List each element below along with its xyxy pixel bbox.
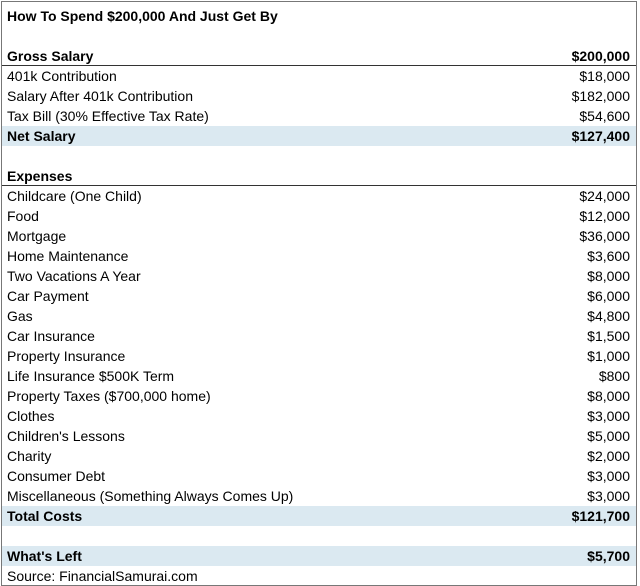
- amount: $18,000: [579, 68, 630, 84]
- section-header: Expenses: [2, 166, 636, 186]
- line-item: Two Vacations A Year $8,000: [2, 266, 636, 286]
- label: Gas: [7, 308, 33, 324]
- title-row: How To Spend $200,000 And Just Get By: [2, 6, 636, 26]
- label: Charity: [7, 448, 52, 464]
- line-item: Consumer Debt $3,000: [2, 466, 636, 486]
- amount: $121,700: [571, 508, 630, 524]
- line-item: Car Payment $6,000: [2, 286, 636, 306]
- amount: $1,000: [587, 348, 630, 364]
- amount: $3,600: [587, 248, 630, 264]
- label: Salary After 401k Contribution: [7, 88, 193, 104]
- label: 401k Contribution: [7, 68, 117, 84]
- amount: $8,000: [587, 388, 630, 404]
- amount: $8,000: [587, 268, 630, 284]
- section-header: Gross Salary $200,000: [2, 46, 636, 66]
- label: Property Insurance: [7, 348, 126, 364]
- line-item: Tax Bill (30% Effective Tax Rate) $54,600: [2, 106, 636, 126]
- label: Childcare (One Child): [7, 188, 142, 204]
- amount: $200,000: [571, 48, 630, 64]
- label: Property Taxes ($700,000 home): [7, 388, 211, 404]
- label: Clothes: [7, 408, 55, 424]
- line-item: Gas $4,800: [2, 306, 636, 326]
- line-item: Children's Lessons $5,000: [2, 426, 636, 446]
- amount: $800: [598, 368, 630, 384]
- line-item: Life Insurance $500K Term $800: [2, 366, 636, 386]
- amount: $24,000: [579, 188, 630, 204]
- label: Car Insurance: [7, 328, 95, 344]
- label: Life Insurance $500K Term: [7, 368, 175, 384]
- remainder: What's Left $5,700: [2, 546, 636, 566]
- line-item: Property Taxes ($700,000 home) $8,000: [2, 386, 636, 406]
- label: Food: [7, 208, 39, 224]
- line-item: Salary After 401k Contribution $182,000: [2, 86, 636, 106]
- line-item: Miscellaneous (Something Always Comes Up…: [2, 486, 636, 506]
- label: Consumer Debt: [7, 468, 106, 484]
- label: Gross Salary: [7, 48, 94, 64]
- amount: $1,500: [587, 328, 630, 344]
- line-item: Property Insurance $1,000: [2, 346, 636, 366]
- amount: $127,400: [571, 128, 630, 144]
- label: Net Salary: [7, 128, 76, 144]
- amount: $4,800: [587, 308, 630, 324]
- amount: $3,000: [587, 468, 630, 484]
- line-item: Car Insurance $1,500: [2, 326, 636, 346]
- line-item: Home Maintenance $3,600: [2, 246, 636, 266]
- label: What's Left: [7, 548, 82, 564]
- line-item: Charity $2,000: [2, 446, 636, 466]
- label: Two Vacations A Year: [7, 268, 141, 284]
- label: Mortgage: [7, 228, 67, 244]
- label: Miscellaneous (Something Always Comes Up…: [7, 488, 294, 504]
- line-item: Food $12,000: [2, 206, 636, 226]
- amount: $182,000: [571, 88, 630, 104]
- amount: $36,000: [579, 228, 630, 244]
- title: How To Spend $200,000 And Just Get By: [7, 8, 278, 24]
- label: Total Costs: [7, 508, 83, 524]
- amount: $3,000: [587, 408, 630, 424]
- source-row: Source: FinancialSamurai.com: [2, 566, 636, 586]
- line-item: Clothes $3,000: [2, 406, 636, 426]
- label: Car Payment: [7, 288, 89, 304]
- amount: $12,000: [579, 208, 630, 224]
- amount: $2,000: [587, 448, 630, 464]
- label: Home Maintenance: [7, 248, 129, 264]
- label: Tax Bill (30% Effective Tax Rate): [7, 108, 209, 124]
- line-item: Mortgage $36,000: [2, 226, 636, 246]
- amount: $3,000: [587, 488, 630, 504]
- line-item: 401k Contribution $18,000: [2, 66, 636, 86]
- source: Source: FinancialSamurai.com: [7, 568, 198, 584]
- label: Expenses: [7, 168, 73, 184]
- section-total: Total Costs $121,700: [2, 506, 636, 526]
- amount: $54,600: [579, 108, 630, 124]
- section-total: Net Salary $127,400: [2, 126, 636, 146]
- amount: $6,000: [587, 288, 630, 304]
- line-item: Childcare (One Child) $24,000: [2, 186, 636, 206]
- label: Children's Lessons: [7, 428, 125, 444]
- amount: $5,000: [587, 428, 630, 444]
- amount: $5,700: [587, 548, 630, 564]
